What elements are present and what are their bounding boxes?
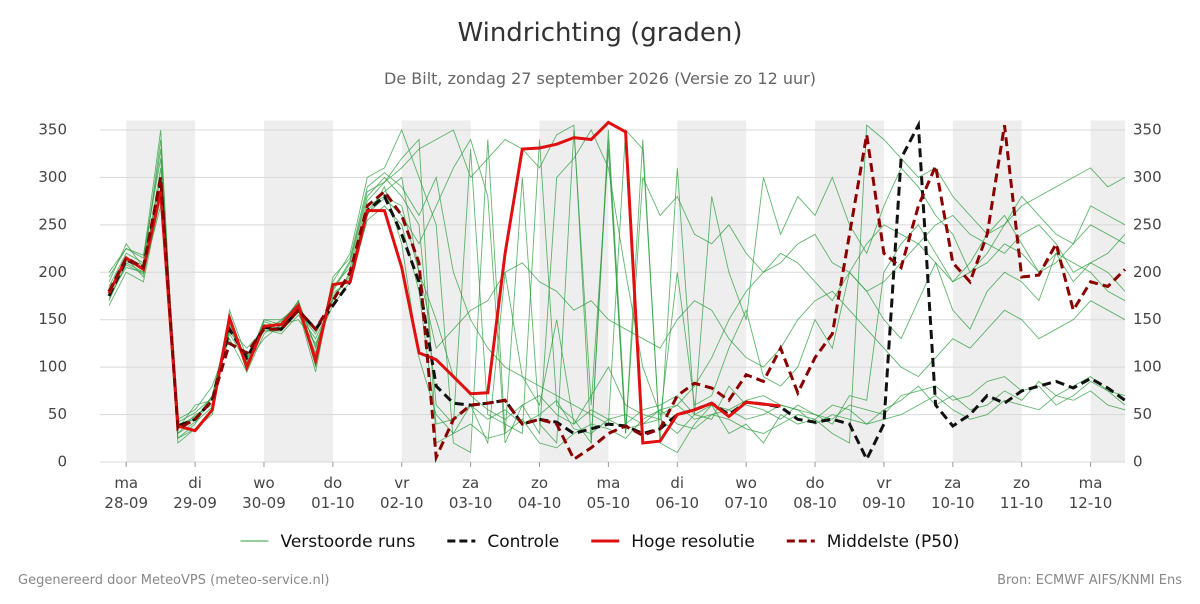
x-tick-day: ma	[596, 474, 620, 492]
x-tick-label: zo 11-10	[1000, 474, 1044, 512]
y2-tick-label: 350	[1133, 120, 1162, 138]
x-tick-day: do	[806, 474, 825, 492]
series-line	[107, 120, 781, 445]
x-tick-day: vr	[394, 474, 410, 492]
y-tick-label: 100	[38, 358, 67, 376]
x-tick-date: 06-10	[655, 494, 699, 512]
x-tick-day: za	[944, 474, 961, 492]
x-tick-date: 01-10	[311, 494, 355, 512]
x-tick-day: ma	[114, 474, 138, 492]
y-tick-label: 0	[57, 453, 67, 471]
y2-tick-label: 250	[1133, 215, 1162, 233]
y-tick-label: 200	[38, 263, 67, 281]
x-tick-date: 09-10	[862, 494, 906, 512]
x-tick-day: do	[324, 474, 343, 492]
x-tick-label: vr 09-10	[862, 474, 906, 512]
x-tick-date: 08-10	[793, 494, 837, 512]
legend-label: Hoge resolutie	[631, 532, 755, 552]
day-band	[263, 120, 333, 462]
x-tick-date: 05-10	[587, 494, 631, 512]
series-line	[108, 124, 1126, 444]
x-tick-date: 03-10	[449, 494, 493, 512]
y-tick-label: 50	[48, 405, 67, 423]
y2-tick-label: 200	[1133, 263, 1162, 281]
x-tick-label: ma 28-09	[104, 474, 148, 512]
y2-tick-label: 100	[1133, 358, 1162, 376]
x-tick-date: 04-10	[518, 494, 562, 512]
x-tick-label: zo 04-10	[518, 474, 562, 512]
series-line	[108, 196, 1126, 445]
series-line	[108, 129, 1126, 444]
x-tick-day: di	[670, 474, 684, 492]
series-line	[108, 138, 1126, 449]
x-tick-date: 11-10	[1000, 494, 1044, 512]
y2-tick-label: 300	[1133, 168, 1162, 186]
x-tick-label: di 06-10	[655, 474, 699, 512]
legend: Verstoorde runs Controle Hoge resolutie Mid…	[240, 532, 960, 552]
x-tick-date: 28-09	[104, 494, 148, 512]
x-tick-day: za	[462, 474, 479, 492]
x-tick-day: di	[188, 474, 202, 492]
x-tick-label: do 08-10	[793, 474, 837, 512]
x-tick-label: za 03-10	[449, 474, 493, 512]
x-tick-label: wo 07-10	[724, 474, 768, 512]
legend-label: Middelste (P50)	[827, 532, 960, 552]
x-tick-date: 02-10	[380, 494, 424, 512]
day-band	[539, 120, 609, 462]
x-tick-label: ma 12-10	[1069, 474, 1113, 512]
y-tick-label: 150	[38, 310, 67, 328]
x-tick-day: ma	[1079, 474, 1103, 492]
x-tick-day: vr	[876, 474, 892, 492]
x-tick-date: 07-10	[724, 494, 768, 512]
x-tick-label: ma 05-10	[587, 474, 631, 512]
x-tick-label: do 01-10	[311, 474, 355, 512]
x-tick-label: di 29-09	[173, 474, 217, 512]
x-tick-label: wo 30-09	[242, 474, 286, 512]
y2-tick-label: 0	[1133, 453, 1143, 471]
x-tick-day: zo	[531, 474, 548, 492]
x-tick-day: wo	[253, 474, 274, 492]
x-tick-date: 29-09	[173, 494, 217, 512]
y-tick-label: 250	[38, 215, 67, 233]
x-tick-label: za 10-10	[931, 474, 975, 512]
x-tick-day: wo	[735, 474, 756, 492]
legend-label: Controle	[487, 532, 559, 552]
x-tick-date: 30-09	[242, 494, 286, 512]
series-line	[108, 167, 1126, 435]
x-tick-label: vr 02-10	[380, 474, 424, 512]
y-tick-label: 350	[38, 120, 67, 138]
series-line	[108, 176, 1126, 427]
series-line	[107, 124, 1127, 464]
y2-tick-label: 50	[1133, 405, 1152, 423]
chart-subtitle: De Bilt, zondag 27 september 2026 (Versi…	[384, 69, 816, 88]
x-tick-day: zo	[1013, 474, 1030, 492]
y-tick-label: 300	[38, 168, 67, 186]
series-line	[108, 185, 1126, 435]
x-tick-date: 12-10	[1069, 494, 1113, 512]
x-tick-date: 10-10	[931, 494, 975, 512]
footer-left: Gegenereerd door MeteoVPS (meteo-service…	[18, 573, 329, 588]
chart-title: Windrichting (graden)	[457, 18, 742, 48]
y2-tick-label: 150	[1133, 310, 1162, 328]
footer-right: Bron: ECMWF AIFS/KNMI Ens	[997, 573, 1182, 588]
legend-label: Verstoorde runs	[281, 532, 416, 552]
